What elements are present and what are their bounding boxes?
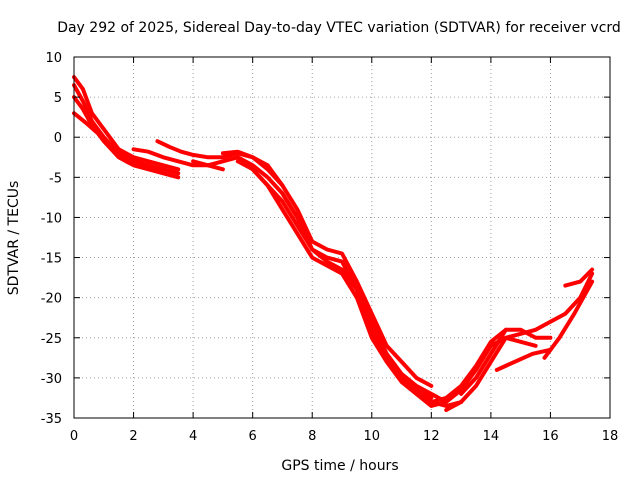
plot-frame [73,56,611,419]
y-tick-label: -25 [41,332,62,347]
series-line-track-14 [444,271,595,412]
series-line-track-13 [429,327,553,404]
series-line-track-7 [191,155,300,220]
x-tick-label: 16 [542,429,559,444]
y-tick-label: 5 [54,91,62,106]
x-tick-label: 6 [249,429,257,444]
x-tick-label: 8 [308,429,316,444]
chart-title: Day 292 of 2025, Sidereal Day-to-day VTE… [57,20,621,36]
series-group [72,75,595,412]
x-tick-label: 14 [483,429,500,444]
x-tick-label: 18 [602,429,619,444]
x-tick-label: 0 [70,429,78,444]
y-axis-label: SDTVAR / TECUs [6,181,22,296]
y-tick-label: 0 [54,131,62,146]
x-tick-label: 4 [189,429,197,444]
x-tick-label: 10 [364,429,381,444]
series-line-track-16 [494,347,553,372]
x-tick-label: 12 [423,429,440,444]
ticks: 0 2 4 6 8 10 12 14 16 18 10 5 0 -5 -10 -15 -20 -25 -30 -35 [41,51,619,444]
series-line-track-15 [459,327,508,396]
series-line-track-10 [250,167,464,408]
grid [74,57,610,418]
x-tick-label: 2 [129,429,137,444]
series-line-track-18 [563,267,595,288]
x-axis-label: GPS time / hours [281,458,398,474]
y-tick-label: -30 [41,372,62,387]
y-tick-label: -20 [41,292,62,307]
series-line-track-9 [235,159,449,404]
series-line-track-3 [72,95,181,180]
series-line-track-11 [280,191,434,400]
y-tick-label: -35 [41,412,62,427]
y-tick-label: -10 [41,211,62,226]
series-line-track-8 [220,149,434,388]
series-line-track-4 [72,111,166,172]
series-line-track-17 [542,279,595,360]
y-tick-label: 10 [45,51,62,66]
series-line-track-12 [414,335,538,408]
y-tick-label: -15 [41,252,62,267]
y-tick-label: -5 [49,171,62,186]
